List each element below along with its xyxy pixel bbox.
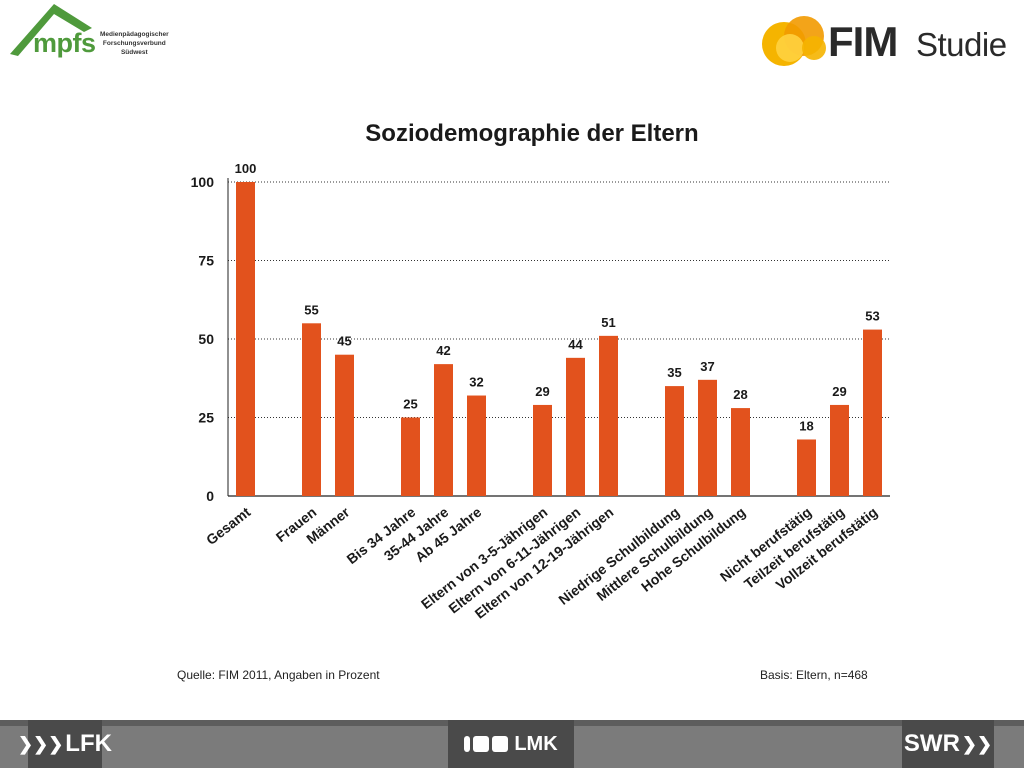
data-label: 100 xyxy=(235,161,257,176)
fim-wordmark: FIM xyxy=(828,18,898,65)
bar xyxy=(236,182,255,496)
mpfs-sub-line: Forschungsverbund xyxy=(102,40,166,47)
bar xyxy=(797,439,816,496)
bar xyxy=(665,386,684,496)
data-label: 44 xyxy=(568,337,583,352)
bar xyxy=(401,417,420,496)
y-tick-label: 100 xyxy=(191,174,215,190)
bar xyxy=(566,357,585,496)
bar xyxy=(731,408,750,496)
swr-logo: SWR ❯❯ xyxy=(902,720,994,768)
lmk-logo: LMK xyxy=(448,720,574,768)
mpfs-sub-line: Südwest xyxy=(120,49,148,56)
data-label: 25 xyxy=(403,397,417,412)
bar xyxy=(335,354,354,496)
data-label: 53 xyxy=(865,309,879,324)
footer-bar: ❯❯❯ LFK LMK SWR ❯❯ xyxy=(0,720,1024,768)
lfk-chevrons-icon: ❯❯❯ xyxy=(18,733,64,754)
bar xyxy=(467,395,486,496)
bar xyxy=(302,323,321,496)
fim-suffix: Studie xyxy=(916,26,1007,63)
y-tick-label: 75 xyxy=(198,253,214,269)
data-label: 29 xyxy=(535,384,549,399)
y-tick-label: 25 xyxy=(198,410,214,426)
bar xyxy=(698,379,717,496)
mpfs-roof-icon xyxy=(10,4,92,56)
data-label: 28 xyxy=(733,387,747,402)
source-note: Quelle: FIM 2011, Angaben in Prozent xyxy=(177,668,380,682)
data-label: 51 xyxy=(601,315,615,330)
swr-arrows-icon: ❯❯ xyxy=(961,733,993,754)
chart-title: Soziodemographie der Eltern xyxy=(365,120,699,147)
lfk-label: LFK xyxy=(65,730,112,757)
data-label: 32 xyxy=(469,375,483,390)
data-label: 29 xyxy=(832,384,846,399)
lmk-marks-icon xyxy=(464,736,509,752)
basis-note: Basis: Eltern, n=468 xyxy=(760,668,868,682)
data-label: 42 xyxy=(436,343,450,358)
data-label: 45 xyxy=(337,334,351,349)
lfk-logo: ❯❯❯ LFK xyxy=(18,720,112,768)
y-tick-label: 0 xyxy=(206,488,214,504)
category-label: Eltern von 12-19-Jährigen xyxy=(472,504,617,622)
data-label: 35 xyxy=(667,365,681,380)
y-tick-label: 50 xyxy=(198,331,214,347)
bar xyxy=(434,364,453,496)
mpfs-wordmark: mpfs xyxy=(33,28,96,58)
sun-circles-icon xyxy=(762,16,826,66)
mpfs-subtitle: Medienpädagogischer Forschungsverbund Sü… xyxy=(100,30,169,57)
data-label: 18 xyxy=(799,418,813,433)
bar xyxy=(863,329,882,496)
mpfs-sub-line: Medienpädagogischer xyxy=(100,31,169,38)
bar xyxy=(599,335,618,496)
bar xyxy=(830,404,849,496)
data-label: 37 xyxy=(700,359,714,374)
bar-chart: 0255075100100Gesamt55Frauen45Männer25Bis… xyxy=(191,161,890,622)
data-label: 55 xyxy=(304,302,318,317)
category-label: Gesamt xyxy=(203,504,254,548)
swr-label: SWR xyxy=(903,730,960,757)
bar xyxy=(533,404,552,496)
lmk-label: LMK xyxy=(514,732,558,755)
